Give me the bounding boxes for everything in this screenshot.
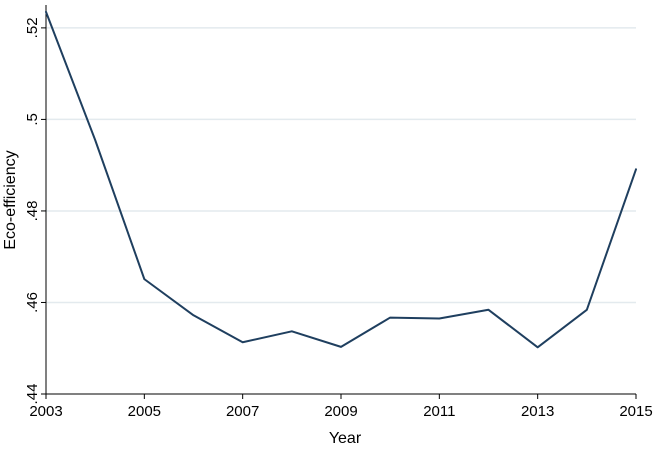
x-tick-label: 2013: [521, 403, 554, 420]
x-tick-label: 2007: [226, 403, 259, 420]
tick-labels: .44 .46 .48 .5 .52 2003 2005 2007 2009 2011 2013 20…: [24, 17, 653, 420]
axes: [41, 5, 637, 399]
y-tick-label: .44: [24, 384, 41, 405]
x-tick-label: 2011: [423, 403, 455, 420]
x-tick-label: 2003: [29, 403, 62, 420]
series-line: [45, 10, 637, 349]
x-tick-label: 2005: [128, 403, 161, 420]
y-axis-title: Eco-efficiency: [2, 150, 19, 249]
y-tick-label: .46: [24, 292, 41, 313]
x-tick-label: 2015: [619, 403, 652, 420]
y-tick-label: .5: [24, 113, 41, 126]
grid-lines: [46, 27, 636, 304]
y-tick-label: .48: [24, 201, 41, 222]
y-tick-label: .52: [24, 17, 41, 38]
x-axis-title: Year: [329, 430, 362, 447]
series-layer: [45, 10, 637, 349]
x-tick-label: 2009: [324, 403, 357, 420]
